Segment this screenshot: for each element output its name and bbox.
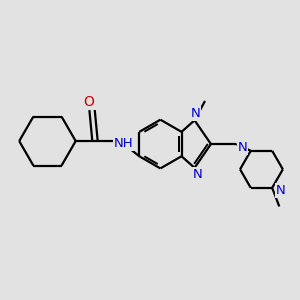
Text: N: N — [190, 107, 200, 120]
Text: N: N — [238, 141, 247, 154]
Text: N: N — [276, 184, 285, 197]
Text: NH: NH — [114, 137, 134, 150]
Text: N: N — [193, 168, 202, 181]
Text: O: O — [84, 94, 94, 109]
